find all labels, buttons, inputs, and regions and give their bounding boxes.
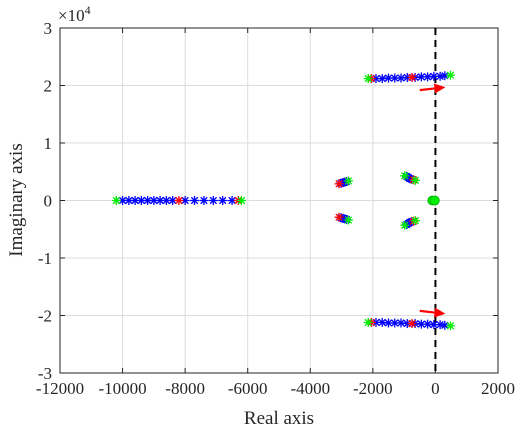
x-tick-label: 0 (431, 379, 440, 398)
asterisk-marker-00ee00 (400, 220, 410, 230)
asterisk-marker-0000ff (190, 196, 200, 205)
asterisk-marker-ff0000 (174, 196, 184, 205)
asterisk-marker-00ee00 (343, 176, 353, 186)
y-tick-label: 0 (44, 192, 53, 211)
asterisk-marker-00ee00 (400, 171, 410, 181)
x-axis-title: Real axis (244, 408, 314, 429)
y-tick-label: 2 (44, 77, 53, 96)
asterisk-marker-0000ff (124, 196, 134, 205)
asterisk-marker-00ee00 (236, 196, 246, 205)
x-tick-label: -2000 (353, 379, 393, 398)
y-tick-labels: -3 -2 -1 0 1 2 3 (38, 19, 52, 383)
pole-markers (111, 70, 455, 331)
asterisk-marker-ff0000 (407, 72, 417, 82)
y-tick-label: 3 (44, 19, 53, 38)
y-tick-label: 1 (44, 134, 53, 153)
asterisk-marker-00ee00 (445, 321, 455, 331)
trend-arrow (419, 307, 446, 318)
asterisk-marker-00ee00 (410, 175, 420, 185)
asterisk-marker-ff0000 (334, 179, 344, 189)
y-exponent-label: ×104 (58, 3, 91, 25)
trend-arrow (419, 83, 446, 94)
asterisk-marker-0000ff (390, 318, 400, 328)
asterisk-marker-0000ff (390, 73, 400, 83)
asterisk-marker-0000ff (199, 196, 209, 205)
asterisk-marker-00ee00 (111, 196, 121, 205)
asterisk-marker-0000ff (396, 318, 406, 328)
y-axis-title: Imaginary axis (6, 143, 27, 256)
asterisk-marker-ff0000 (407, 319, 417, 329)
y-tick-label: -2 (38, 307, 52, 326)
y-tick-label: -3 (38, 364, 52, 383)
trend-arrows (419, 83, 446, 318)
asterisk-marker-0000ff (227, 196, 237, 205)
asterisk-marker-0000ff (208, 196, 218, 205)
asterisk-marker-0000ff (130, 196, 140, 205)
x-tick-labels: -12000 -10000 -8000 -6000 -4000 -2000 0 2000 (36, 379, 515, 398)
asterisk-marker-0000ff (384, 73, 393, 83)
asterisk-marker-0000ff (218, 196, 228, 205)
x-tick-label: -4000 (290, 379, 330, 398)
x-tick-label: -8000 (165, 379, 205, 398)
x-tick-label: -12000 (36, 379, 84, 398)
y-tick-label: -1 (38, 249, 52, 268)
x-tick-label: -10000 (98, 379, 146, 398)
asterisk-marker-00ee00 (445, 70, 455, 80)
circle-marker (429, 195, 440, 206)
asterisk-marker-ff0000 (334, 212, 344, 222)
asterisk-marker-00ee00 (343, 215, 353, 225)
x-tick-label: -6000 (228, 379, 268, 398)
asterisk-marker-00ee00 (363, 74, 373, 84)
x-tick-label: 2000 (481, 379, 515, 398)
asterisk-marker-00ee00 (363, 317, 373, 327)
asterisk-marker-00ee00 (410, 216, 420, 226)
